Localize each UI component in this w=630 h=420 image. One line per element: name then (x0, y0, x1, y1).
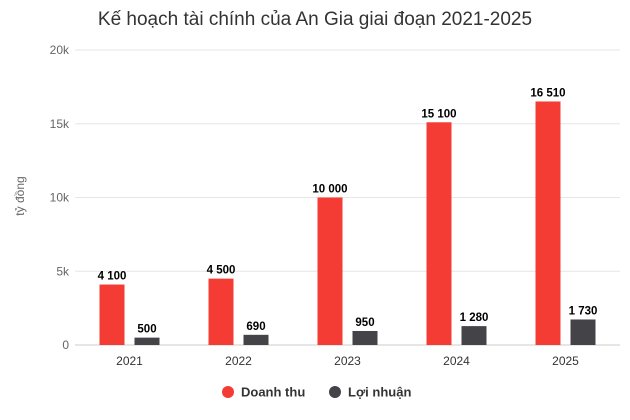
bars (99, 101, 596, 346)
bar-profit (134, 337, 160, 345)
bar-profit (570, 319, 596, 345)
x-tick-label: 2021 (116, 354, 143, 368)
y-tick-label: 10k (50, 191, 70, 205)
y-tick-label: 15k (50, 117, 70, 131)
x-tick-label: 2022 (225, 354, 252, 368)
x-axis-ticks: 2021 2022 2023 2024 2025 (116, 354, 579, 368)
data-labels: 4 100 500 4 500 690 10 000 950 15 100 1 280 16 5… (98, 87, 598, 335)
legend-label: Doanh thu (241, 385, 305, 400)
legend-label: Lợi nhuận (348, 385, 411, 400)
bar-revenue (426, 122, 452, 346)
gridlines: 0 5k 10k 15k 20k (50, 43, 620, 352)
bar-revenue (535, 101, 561, 345)
bar-revenue (99, 284, 125, 345)
y-axis-label: tỷ đồng (13, 176, 27, 215)
x-tick-label: 2023 (334, 354, 361, 368)
data-label: 4 100 (98, 271, 127, 283)
data-label: 1 280 (460, 312, 489, 324)
data-label: 16 510 (530, 87, 565, 99)
data-label: 4 500 (207, 265, 236, 277)
data-label: 500 (137, 324, 156, 336)
y-tick-label: 5k (56, 264, 70, 278)
legend-marker (222, 386, 234, 398)
chart-title: Kế hoạch tài chính của An Gia giai đoạn … (98, 9, 532, 30)
y-tick-label: 20k (50, 43, 70, 57)
x-tick-label: 2025 (552, 354, 579, 368)
bar-profit (352, 330, 378, 345)
legend-marker (329, 386, 341, 398)
bar-revenue (208, 278, 234, 345)
x-tick-label: 2024 (443, 354, 470, 368)
bar-profit (461, 326, 487, 345)
legend: Doanh thu Lợi nhuận (222, 385, 411, 400)
bar-profit (243, 334, 269, 345)
data-label: 15 100 (421, 108, 456, 120)
data-label: 10 000 (312, 184, 347, 196)
y-tick-label: 0 (62, 338, 69, 352)
bar-revenue (317, 197, 343, 345)
data-label: 1 730 (569, 305, 598, 317)
data-label: 690 (246, 321, 265, 333)
legend-item-profit[interactable]: Lợi nhuận (329, 385, 411, 400)
legend-item-revenue[interactable]: Doanh thu (222, 385, 305, 400)
data-label: 950 (355, 317, 374, 329)
